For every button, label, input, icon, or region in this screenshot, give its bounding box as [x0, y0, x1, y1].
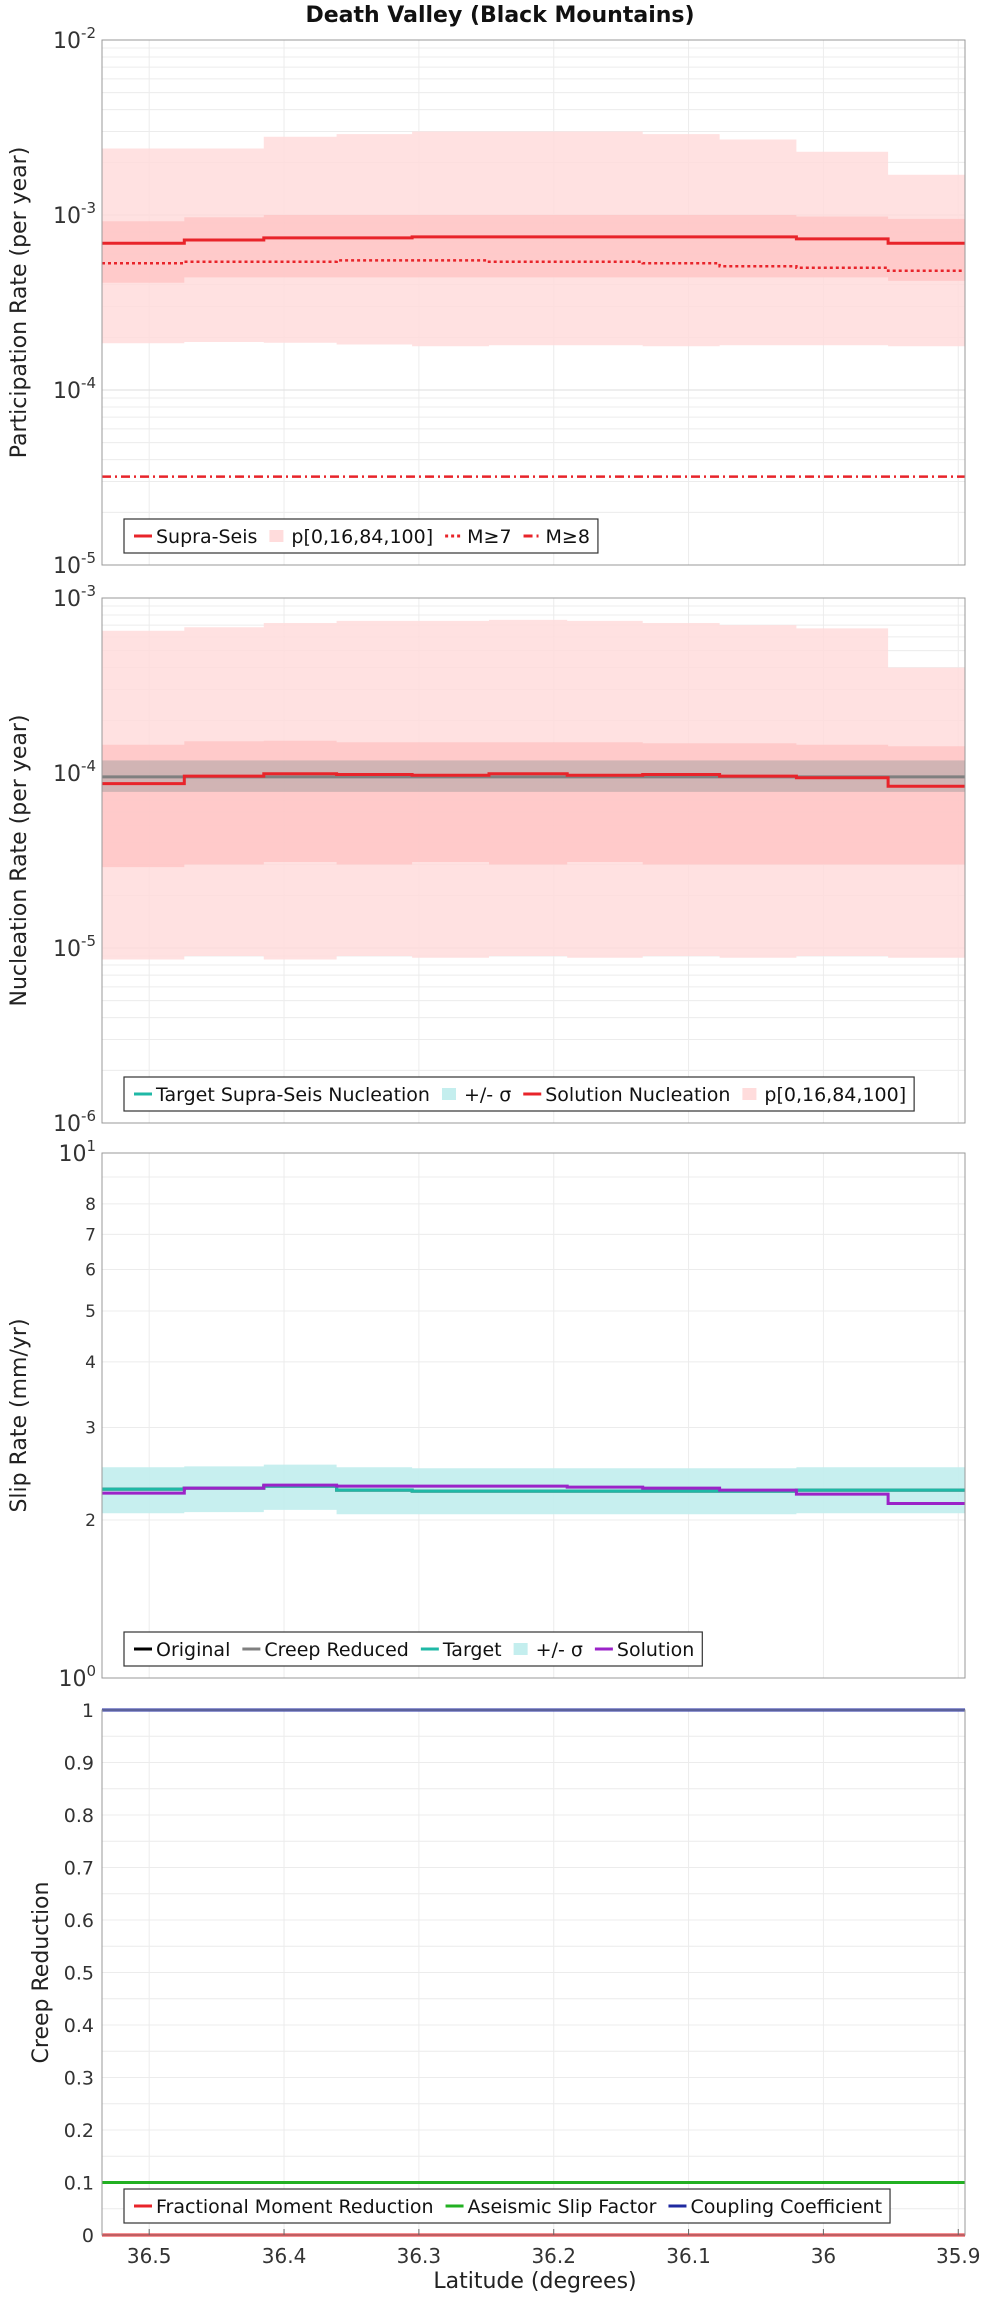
- y-tick-label: 10-4: [53, 757, 96, 787]
- legend-label: M≥7: [467, 526, 511, 548]
- y-tick-label: 8: [85, 1195, 96, 1215]
- slip-series-4: [102, 1483, 965, 1505]
- legend-label: M≥8: [546, 526, 590, 548]
- panel-slip-legend: Original Creep Reduced Target +/- σ Solution: [123, 1631, 703, 1667]
- panel-nucleation-y-axis-label: Nucleation Rate (per year): [7, 715, 32, 1007]
- legend-label: p[0,16,84,100]: [291, 526, 433, 548]
- y-tick-label: 1: [82, 1700, 94, 1722]
- panel-creep-y-axis-label: Creep Reduction: [29, 1882, 54, 2064]
- y-tick-label: 0.7: [64, 1858, 94, 1880]
- panel-slip-bg: [102, 1153, 965, 1678]
- y-tick-label: 0.5: [64, 1963, 94, 1985]
- y-tick-label: 10-6: [53, 1107, 96, 1137]
- x-axis-label: Latitude (degrees): [433, 2269, 636, 2294]
- x-axis-ticks: 36.5 36.4 36.3 36.2 36.1 36 35.9: [127, 2229, 981, 2268]
- panel-participation-y-axis-label: Participation Rate (per year): [7, 147, 32, 459]
- legend-label: +/- σ: [536, 1639, 583, 1661]
- panel-nucleation-y-ticks: 10-6 10-5 10-4 10-3: [53, 582, 96, 1137]
- panel-creep-y-ticks: 0 0.1 0.2 0.3 0.4 0.5 0.6 0.7 0.8 0.9 1: [64, 1700, 94, 2247]
- legend-label: Supra-Seis: [156, 526, 257, 548]
- y-tick-label: 2: [85, 1511, 96, 1531]
- legend-label: Solution Nucleation: [545, 1084, 730, 1106]
- legend-label: p[0,16,84,100]: [764, 1084, 906, 1106]
- x-tick-label: 36.5: [127, 2244, 172, 2268]
- panel-slip-frame: [101, 1152, 966, 1679]
- y-tick-label: 101: [58, 1137, 96, 1167]
- panel-creep-frame: [101, 1709, 966, 2236]
- legend-label: Aseismic Slip Factor: [468, 2196, 657, 2218]
- legend-label: Original: [156, 1639, 230, 1661]
- legend-label: Target: [442, 1639, 502, 1661]
- x-tick-label: 36.3: [397, 2244, 442, 2268]
- y-tick-label: 3: [85, 1419, 96, 1439]
- y-tick-label: 7: [85, 1225, 96, 1245]
- legend-frame: [123, 1076, 915, 1112]
- legend-swatch: [269, 530, 284, 542]
- y-tick-label: 10-5: [53, 932, 96, 962]
- y-tick-label: 10-4: [53, 374, 96, 404]
- nucleation-band-inner: [102, 740, 965, 868]
- y-tick-label: 10-2: [53, 24, 96, 54]
- legend-label: +/- σ: [464, 1084, 511, 1106]
- y-tick-label: 0.2: [64, 2120, 94, 2142]
- panel-participation-y-ticks: 10-5 10-4 10-3 10-2: [53, 24, 96, 579]
- panel-nucleation-frame: [101, 597, 966, 1124]
- legend-label: Target Supra-Seis Nucleation: [155, 1084, 430, 1106]
- y-tick-label: 0.6: [64, 1910, 94, 1932]
- y-tick-label: 10-3: [53, 582, 96, 612]
- x-tick-label: 36.4: [262, 2244, 307, 2268]
- panel-participation-legend: Supra-Seis p[0,16,84,100] M≥7 M≥8: [123, 518, 599, 554]
- legend-swatch: [513, 1643, 528, 1655]
- y-tick-label: 5: [85, 1302, 96, 1322]
- y-tick-label: 10-5: [53, 549, 96, 579]
- panel-creep-legend: Fractional Moment Reduction Aseismic Slip…: [123, 2188, 891, 2224]
- panel-creep-grid: [102, 1709, 965, 2236]
- participation-band-inner: [102, 215, 965, 283]
- legend-label: Fractional Moment Reduction: [156, 2196, 434, 2218]
- y-tick-label: 100: [58, 1662, 96, 1692]
- legend-swatch: [742, 1088, 757, 1100]
- participation-series-2: [102, 259, 965, 273]
- slip-target-sigma-band: [102, 1464, 965, 1515]
- y-tick-label: 6: [85, 1260, 96, 1280]
- y-tick-label: 10-3: [53, 199, 96, 229]
- y-tick-label: 4: [85, 1353, 96, 1373]
- y-tick-label: 0.3: [64, 2068, 94, 2090]
- legend-frame: [123, 2188, 891, 2224]
- legend-swatch: [441, 1088, 456, 1100]
- y-tick-label: 0.8: [64, 1805, 94, 1827]
- y-tick-label: 0: [82, 2225, 94, 2247]
- legend-label: Creep Reduced: [264, 1639, 408, 1661]
- panel-nucleation-legend: Target Supra-Seis Nucleation +/- σ Solutio…: [123, 1076, 915, 1112]
- y-tick-label: 0.9: [64, 1753, 94, 1775]
- panel-participation-frame: [101, 39, 966, 566]
- x-tick-label: 36.2: [531, 2244, 576, 2268]
- panel-slip-y-ticks: 100 2 3 4 5 6 7 8 101: [58, 1137, 96, 1692]
- x-tick-label: 36.1: [666, 2244, 711, 2268]
- y-tick-label: 0.4: [64, 2015, 94, 2037]
- participation-series-1: [102, 235, 965, 245]
- x-tick-label: 35.9: [936, 2244, 981, 2268]
- y-tick-label: 0.1: [64, 2173, 94, 2195]
- x-tick-label: 36: [811, 2244, 836, 2268]
- chart-title: Death Valley (Black Mountains): [305, 3, 694, 28]
- legend-label: Coupling Coefficient: [690, 2196, 882, 2218]
- panel-slip-y-axis-label: Slip Rate (mm/yr): [7, 1318, 32, 1512]
- legend-label: Solution: [617, 1639, 694, 1661]
- legend-frame: [123, 518, 599, 554]
- nucleation-series-2: [102, 772, 965, 788]
